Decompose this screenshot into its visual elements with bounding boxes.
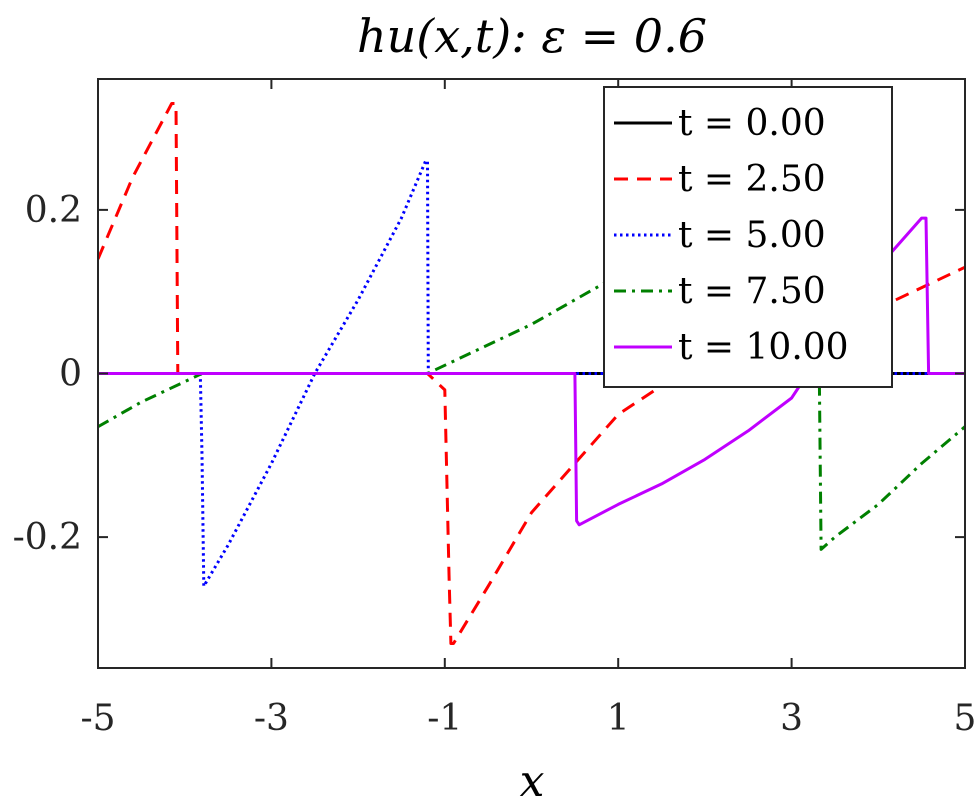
x-tick-label: -3: [254, 698, 289, 739]
x-tick-label: -5: [80, 698, 115, 739]
legend-box: [603, 86, 893, 388]
x-axis-label: x: [520, 756, 545, 804]
legend-entry-1: t = 2.50: [678, 159, 826, 200]
x-tick-label: 1: [607, 698, 630, 739]
y-tick-label: -0.2: [13, 517, 82, 558]
chart-title: hu(x,t): ε = 0.6: [357, 9, 707, 63]
x-tick-label: 3: [780, 698, 803, 739]
x-tick-label: 5: [954, 698, 977, 739]
axes: -5 -3 -1 1 3 5 -0.2 0 0.2: [13, 78, 977, 739]
series-line-4: [98, 216, 965, 527]
y-tick-label: 0.2: [25, 190, 82, 231]
legend-entry-4: t = 10.00: [678, 327, 849, 368]
legend: t = 0.00 t = 2.50 t = 5.00 t = 7.50 t = 10.0…: [603, 86, 893, 388]
legend-entry-3: t = 7.50: [678, 271, 826, 312]
legend-entry-2: t = 5.00: [678, 215, 826, 256]
x-tick-label: -1: [427, 698, 462, 739]
legend-entry-0: t = 0.00: [678, 103, 826, 144]
y-tick-label: 0: [59, 354, 82, 395]
